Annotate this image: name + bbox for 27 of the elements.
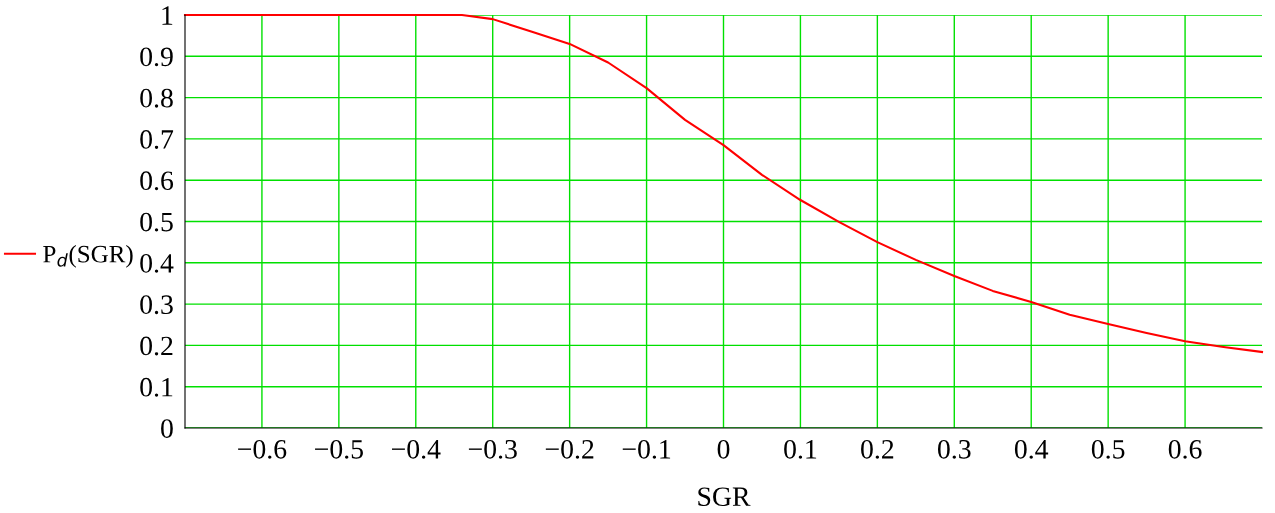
x-tick-label: 0 bbox=[717, 439, 730, 459]
x-tick-label: 0.6 bbox=[1168, 439, 1202, 459]
x-tick-label: 0.2 bbox=[861, 439, 894, 459]
x-axis-title: SGR bbox=[698, 487, 751, 507]
y-tick-label: 0.2 bbox=[140, 336, 173, 356]
x-tick-label: 0.1 bbox=[784, 439, 817, 459]
x-tick-label: −0.4 bbox=[391, 439, 441, 459]
y-tick-label: 0.9 bbox=[140, 47, 173, 67]
y-tick-label: 0.6 bbox=[140, 171, 174, 191]
x-tick-label: 0.3 bbox=[937, 439, 971, 459]
x-tick-label: −0.3 bbox=[468, 439, 517, 459]
x-tick-label: −0.6 bbox=[238, 439, 287, 459]
y-tick-label: 0.3 bbox=[140, 295, 173, 315]
x-tick-label: −0.2 bbox=[545, 439, 594, 459]
line-series bbox=[183, 13, 1264, 354]
x-tick-label: 0.5 bbox=[1091, 439, 1125, 459]
y-tick-label: 0.7 bbox=[140, 130, 174, 149]
x-tick-label: 0.4 bbox=[1014, 439, 1049, 459]
y-tick-label: 0.5 bbox=[140, 212, 173, 232]
y-tick-label: 0.8 bbox=[140, 88, 173, 108]
y-tick-label: 0 bbox=[161, 419, 173, 438]
x-tick-label: −0.5 bbox=[315, 439, 363, 459]
legend-label: P$_{d}$(SGR) bbox=[43, 245, 133, 268]
y-tick-label: 1 bbox=[162, 6, 173, 25]
y-tick-label: 0.1 bbox=[140, 377, 173, 397]
x-tick-label: −0.1 bbox=[622, 439, 671, 459]
y-tick-label: 0.4 bbox=[140, 253, 174, 273]
